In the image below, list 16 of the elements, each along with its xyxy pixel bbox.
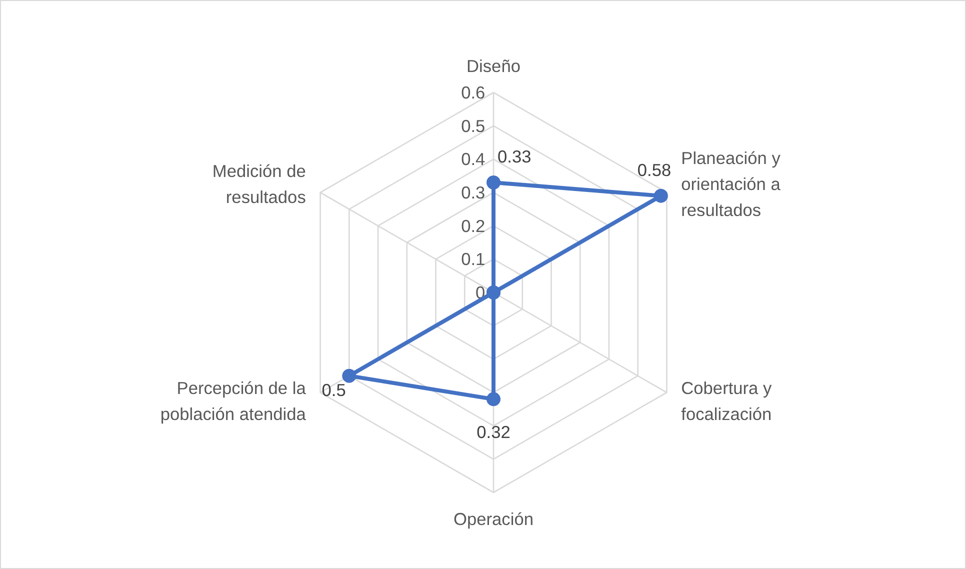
y-tick-label: 0.6 xyxy=(461,82,486,102)
y-tick-label: 0.5 xyxy=(461,116,486,136)
data-label: 0.58 xyxy=(637,160,672,180)
y-tick-label: 0.3 xyxy=(461,182,486,202)
data-label: 0.5 xyxy=(322,380,346,400)
spoke-label: Medición de resultados xyxy=(212,161,306,208)
data-label: 0.33 xyxy=(498,146,532,166)
spoke-label: Percepción de la población atendida xyxy=(160,378,306,424)
y-tick-label: 0.1 xyxy=(461,249,486,270)
spoke-label: Operación xyxy=(454,509,534,530)
spoke-label: Diseño xyxy=(466,56,520,76)
spoke-label: Planeación y orientación a resultados xyxy=(681,148,781,220)
y-tick-label: 0.2 xyxy=(461,216,486,236)
spoke-label: Cobertura y focalización xyxy=(681,378,772,424)
y-tick-label: 0.4 xyxy=(461,149,486,170)
data-label: 0.32 xyxy=(476,422,510,442)
